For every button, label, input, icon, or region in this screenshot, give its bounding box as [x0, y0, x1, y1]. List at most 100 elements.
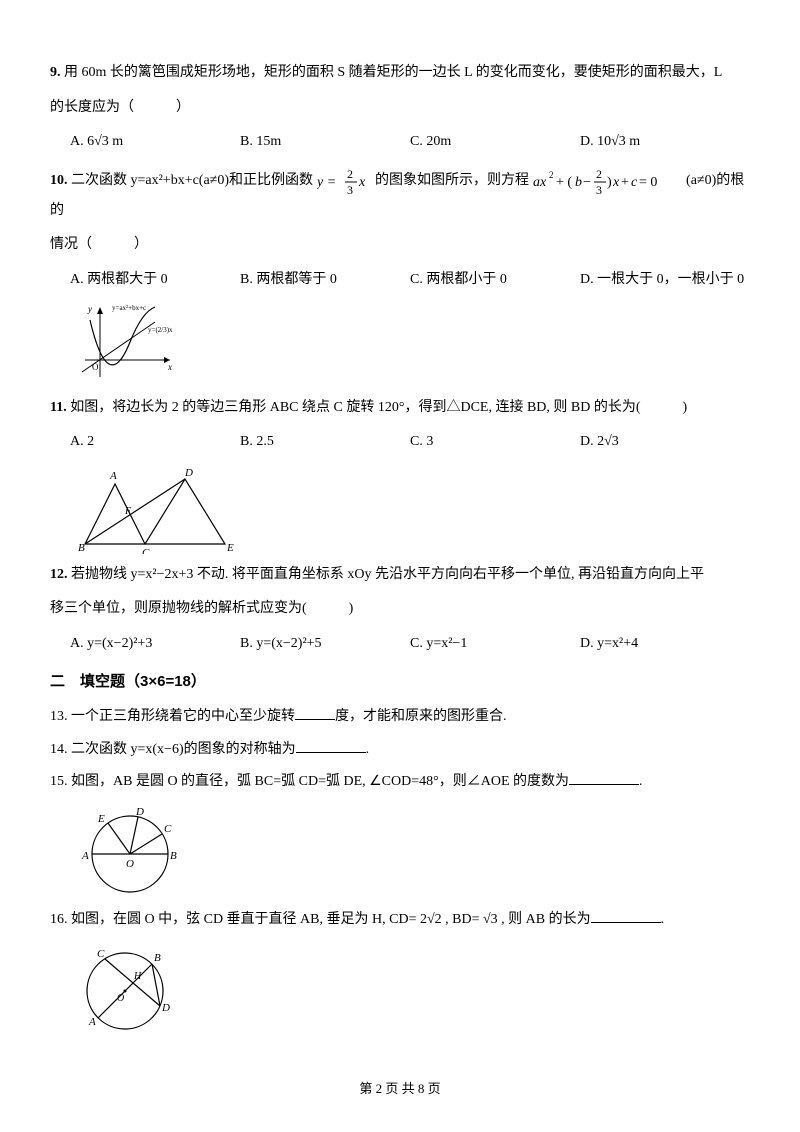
q10-opt-a: A. 两根都大于 0 — [70, 267, 240, 294]
svg-text:2: 2 — [549, 170, 554, 180]
q14-text-a: 14. 二次函数 y=x(x−6)的图象的对称轴为 — [50, 742, 296, 757]
q10-line1b: 的图象如图所示，则方程 — [375, 173, 529, 188]
question-12: 12. 若抛物线 y=x²−2x+3 不动. 将平面直角坐标系 xOy 先沿水平… — [50, 562, 750, 658]
q9-opt-b: B. 15m — [240, 129, 410, 156]
svg-text:D: D — [135, 806, 144, 818]
svg-text:2: 2 — [347, 167, 353, 181]
svg-text:D: D — [161, 1002, 170, 1014]
q10-opt-d: D. 一根大于 0，一根小于 0 — [580, 267, 750, 294]
q10-figure: O y x y=ax²+bx+c y=(2/3)x — [70, 302, 750, 387]
svg-text:= 0: = 0 — [639, 175, 657, 190]
q9-opt-c: C. 20m — [410, 129, 580, 156]
svg-text:c: c — [631, 175, 638, 190]
q15-blank — [569, 771, 639, 785]
q11-number: 11. — [50, 400, 67, 415]
q10-line2: 情况（ ） — [50, 232, 750, 259]
q12-opt-d: D. y=x²+4 — [580, 631, 750, 658]
q12-options: A. y=(x−2)²+3 B. y=(x−2)²+5 C. y=x²−1 D.… — [50, 631, 750, 658]
svg-text:E: E — [97, 813, 105, 825]
q12-opt-a: A. y=(x−2)²+3 — [70, 631, 240, 658]
svg-text:F: F — [124, 506, 132, 517]
svg-text:A: A — [109, 470, 117, 482]
q12-number: 12. — [50, 567, 68, 582]
q13-blank — [295, 706, 335, 720]
q13-text-b: 度，才能和原来的图形重合. — [335, 709, 507, 724]
svg-text:B: B — [154, 952, 161, 964]
q11-figure: A B C D E F — [70, 464, 750, 554]
svg-text:ax: ax — [533, 175, 547, 190]
question-9: 9. 用 60m 长的篱笆围成矩形场地，矩形的面积 S 随着矩形的一边长 L 的… — [50, 60, 750, 156]
q11-options: A. 2 B. 2.5 C. 3 D. 2√3 — [50, 429, 750, 456]
svg-text:D: D — [184, 467, 193, 479]
q16-text-b: . — [661, 912, 665, 927]
q16-figure: A B C D O H — [70, 941, 750, 1041]
svg-text:y: y — [87, 304, 92, 314]
svg-text:B: B — [78, 542, 85, 554]
svg-text:y =: y = — [317, 175, 336, 190]
svg-text:): ) — [607, 175, 612, 190]
q14-text-b: . — [366, 742, 370, 757]
q15-figure: A B C D E O — [70, 804, 750, 899]
q12-line1: 若抛物线 y=x²−2x+3 不动. 将平面直角坐标系 xOy 先沿水平方向向右… — [71, 567, 704, 582]
q12-line2: 移三个单位，则原抛物线的解析式应变为( ) — [50, 596, 750, 623]
svg-text:E: E — [226, 542, 234, 554]
q15-text-b: . — [639, 774, 643, 789]
svg-text:b: b — [575, 175, 582, 190]
q9-line2: 的长度应为（ ） — [50, 95, 750, 122]
q12-text: 12. 若抛物线 y=x²−2x+3 不动. 将平面直角坐标系 xOy 先沿水平… — [50, 562, 750, 589]
svg-text:C: C — [97, 948, 105, 960]
question-16: 16. 如图，在圆 O 中，弦 CD 垂直于直径 AB, 垂足为 H, CD= … — [50, 907, 750, 1042]
q10-opt-c: C. 两根都小于 0 — [410, 267, 580, 294]
q11-opt-c: C. 3 — [410, 429, 580, 456]
parabola-graph: O y x y=ax²+bx+c y=(2/3)x — [70, 302, 180, 387]
svg-text:H: H — [133, 971, 142, 982]
q11-opt-b: B. 2.5 — [240, 429, 410, 456]
q11-opt-a: A. 2 — [70, 429, 240, 456]
svg-text:O: O — [92, 362, 99, 372]
q13-text-a: 13. 一个正三角形绕着它的中心至少旋转 — [50, 709, 295, 724]
page-footer: 第 2 页 共 8 页 — [0, 1077, 800, 1102]
svg-text:C: C — [142, 547, 150, 554]
svg-text:x: x — [358, 175, 366, 190]
q11-line1: 如图，将边长为 2 的等边三角形 ABC 绕点 C 旋转 120°，得到△DCE… — [70, 400, 687, 415]
formula-1: y = 2 3 x — [317, 164, 372, 198]
formula-2: ax 2 + ( b − 2 3 ) x + c = 0 — [533, 164, 683, 198]
q9-text: 9. 用 60m 长的篱笆围成矩形场地，矩形的面积 S 随着矩形的一边长 L 的… — [50, 60, 750, 87]
q9-opt-d: D. 10√3 m — [580, 129, 750, 156]
svg-text:+: + — [621, 175, 629, 190]
q9-line1: 用 60m 长的篱笆围成矩形场地，矩形的面积 S 随着矩形的一边长 L 的变化而… — [64, 65, 722, 80]
question-15: 15. 如图，AB 是圆 O 的直径，弧 BC=弧 CD=弧 DE, ∠COD=… — [50, 769, 750, 899]
svg-text:+ (: + ( — [556, 175, 572, 190]
svg-text:O: O — [117, 993, 124, 1004]
q9-opt-a: A. 6√3 m — [70, 129, 240, 156]
question-14: 14. 二次函数 y=x(x−6)的图象的对称轴为. — [50, 737, 750, 764]
q10-number: 10. — [50, 173, 68, 188]
q9-options: A. 6√3 m B. 15m C. 20m D. 10√3 m — [50, 129, 750, 156]
q10-opt-b: B. 两根都等于 0 — [240, 267, 410, 294]
section-2-header: 二 填空题（3×6=18） — [50, 668, 750, 697]
svg-text:y=(2/3)x: y=(2/3)x — [148, 326, 173, 334]
svg-text:3: 3 — [596, 183, 602, 197]
circle-chord: A B C D O H — [70, 941, 190, 1041]
q12-opt-b: B. y=(x−2)²+5 — [240, 631, 410, 658]
q15-text-a: 15. 如图，AB 是圆 O 的直径，弧 BC=弧 CD=弧 DE, ∠COD=… — [50, 774, 569, 789]
svg-text:B: B — [170, 850, 177, 862]
circle-arcs: A B C D E O — [70, 804, 200, 899]
svg-text:A: A — [88, 1016, 96, 1028]
q16-text-a: 16. 如图，在圆 O 中，弦 CD 垂直于直径 AB, 垂足为 H, CD= … — [50, 912, 591, 927]
q12-opt-c: C. y=x²−1 — [410, 631, 580, 658]
q9-number: 9. — [50, 65, 61, 80]
svg-text:y=ax²+bx+c: y=ax²+bx+c — [112, 304, 146, 312]
q14-blank — [296, 739, 366, 753]
triangle-rotation: A B C D E F — [70, 464, 250, 554]
svg-text:A: A — [81, 850, 89, 862]
svg-text:O: O — [126, 858, 134, 870]
question-13: 13. 一个正三角形绕着它的中心至少旋转 度，才能和原来的图形重合. — [50, 704, 750, 731]
svg-text:x: x — [167, 362, 172, 372]
svg-text:3: 3 — [347, 183, 353, 197]
svg-text:x: x — [612, 175, 620, 190]
svg-text:C: C — [164, 823, 172, 835]
q10-line1a: 二次函数 y=ax²+bx+c(a≠0)和正比例函数 — [71, 173, 313, 188]
q11-opt-d: D. 2√3 — [580, 429, 750, 456]
q10-text: 10. 二次函数 y=ax²+bx+c(a≠0)和正比例函数 y = 2 3 x… — [50, 164, 750, 225]
